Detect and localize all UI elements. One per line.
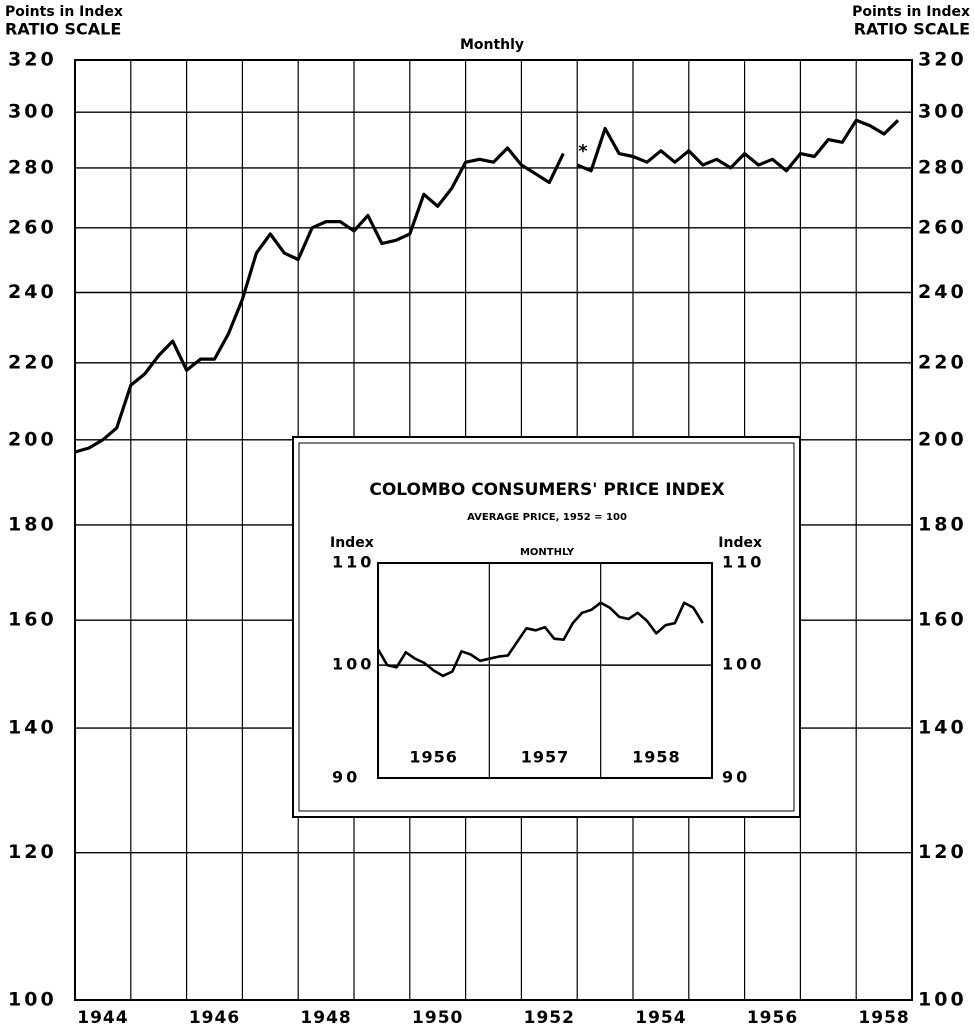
inset-chart: 90 90 100 100 110 110 1956 1957 1958 xyxy=(332,553,764,787)
x-tick-label: 1954 xyxy=(635,1008,686,1028)
data-line xyxy=(74,118,900,454)
y-tick-label: 260 xyxy=(8,216,57,238)
plot-border xyxy=(377,562,713,779)
inset-axis-label: Index xyxy=(330,535,374,551)
axis-label: RATIO SCALE xyxy=(854,20,970,39)
y-tick-label: 300 xyxy=(918,101,967,123)
inset-subtitle: AVERAGE PRICE, 1952 = 100 xyxy=(467,512,627,523)
y-tick-label: 100 xyxy=(332,655,374,674)
axis-label: Points in Index xyxy=(852,4,970,20)
y-tick-label: 90 xyxy=(722,768,750,787)
y-tick-label: 280 xyxy=(8,156,57,178)
y-tick-label: 110 xyxy=(722,553,764,572)
x-tick-label: 1956 xyxy=(409,748,458,767)
x-tick-label: 1958 xyxy=(632,748,681,767)
y-tick-label: 100 xyxy=(918,989,967,1011)
y-tick-label: 200 xyxy=(8,428,57,450)
x-tick-label: 1952 xyxy=(524,1008,575,1028)
y-tick-label: 300 xyxy=(8,101,57,123)
y-tick-label: 260 xyxy=(918,216,967,238)
plot-border xyxy=(74,59,913,1001)
x-tick-label: 1956 xyxy=(747,1008,798,1028)
plot-area xyxy=(378,563,712,778)
chart-title: Monthly xyxy=(460,37,524,53)
y-tick-label: 180 xyxy=(918,513,967,535)
y-tick-label: 280 xyxy=(918,156,967,178)
inset-title: COLOMBO CONSUMERS' PRICE INDEX xyxy=(369,480,724,500)
y-tick-label: 160 xyxy=(918,609,967,631)
annotation: * xyxy=(578,141,588,162)
y-tick-label: 140 xyxy=(918,717,967,739)
y-tick-label: 320 xyxy=(918,49,967,71)
y-tick-label: 240 xyxy=(8,281,57,303)
y-tick-label: 90 xyxy=(332,768,360,787)
inset-axis-label: Index xyxy=(718,535,762,551)
y-tick-label: 220 xyxy=(918,351,967,373)
inset-box-inner xyxy=(298,442,795,812)
y-tick-label: 120 xyxy=(8,841,57,863)
x-tick-label: 1957 xyxy=(521,748,570,767)
x-tick-label: 1958 xyxy=(858,1008,909,1028)
inset-period: MONTHLY xyxy=(520,547,575,558)
y-tick-label: 220 xyxy=(8,351,57,373)
y-tick-label: 100 xyxy=(8,989,57,1011)
y-tick-label: 100 xyxy=(722,655,764,674)
y-tick-label: 140 xyxy=(8,717,57,739)
y-tick-label: 110 xyxy=(332,553,374,572)
data-line xyxy=(376,601,704,678)
y-tick-label: 240 xyxy=(918,281,967,303)
x-tick-label: 1950 xyxy=(412,1008,463,1028)
y-tick-label: 180 xyxy=(8,513,57,535)
y-tick-label: 200 xyxy=(918,428,967,450)
y-tick-label: 160 xyxy=(8,609,57,631)
axis-label: Points in Index xyxy=(5,4,123,20)
y-tick-label: 120 xyxy=(918,841,967,863)
axis-label: RATIO SCALE xyxy=(5,20,121,39)
x-tick-label: 1946 xyxy=(189,1008,240,1028)
y-tick-label: 320 xyxy=(8,49,57,71)
x-tick-label: 1948 xyxy=(300,1008,351,1028)
x-tick-label: 1944 xyxy=(77,1008,128,1028)
